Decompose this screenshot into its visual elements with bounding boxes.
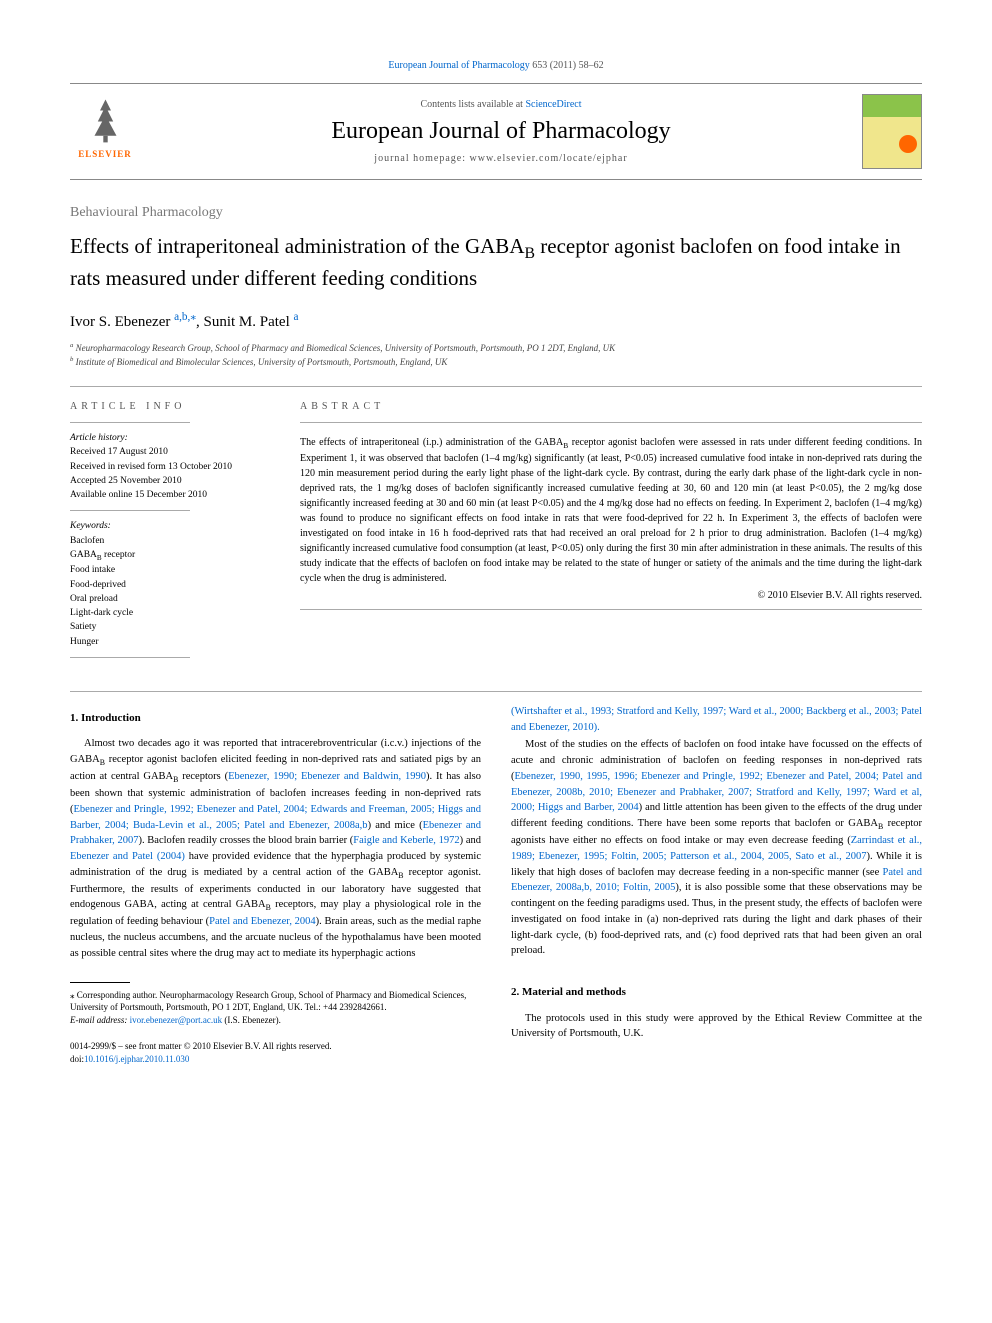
abstract: abstract The effects of intraperitoneal … [300,399,922,666]
front-matter-line: 0014-2999/$ – see front matter © 2010 El… [70,1040,481,1053]
banner-center: Contents lists available at ScienceDirec… [140,99,862,164]
ref-link-5[interactable]: Ebenezer and Patel (2004) [70,851,185,862]
abstract-divider-bottom [300,609,922,610]
info-divider [70,422,190,423]
journal-homepage: journal homepage: www.elsevier.com/locat… [140,153,862,164]
ref-link-6[interactable]: Patel and Ebenezer, 2004 [209,916,316,927]
info-divider-2 [70,510,190,511]
history-label: Article history: [70,431,270,445]
intro-paragraph-1: Almost two decades ago it was reported t… [70,736,481,961]
info-divider-3 [70,657,190,658]
keyword-3: Food intake [70,563,270,577]
history-revised: Received in revised form 13 October 2010 [70,460,270,474]
elsevier-tree-icon [78,94,133,149]
keyword-6: Light-dark cycle [70,606,270,620]
body-column-left: 1. Introduction Almost two decades ago i… [70,704,481,1066]
doi-line: doi:10.1016/j.ejphar.2010.11.030 [70,1053,481,1066]
affiliations: a Neuropharmacology Research Group, Scho… [70,341,922,368]
contents-list-line: Contents lists available at ScienceDirec… [140,99,862,110]
keyword-7: Satiety [70,620,270,634]
contents-prefix: Contents lists available at [420,99,525,110]
abstract-heading: abstract [300,399,922,414]
section-label: Behavioural Pharmacology [70,205,922,221]
body-column-right: (Wirtshafter et al., 1993; Stratford and… [511,704,922,1066]
history-received: Received 17 August 2010 [70,445,270,459]
author-2: , Sunit M. Patel [196,314,290,330]
article-title: Effects of intraperitoneal administratio… [70,233,922,292]
corresponding-footnote: ⁎ Corresponding author. Neuropharmacolog… [70,989,481,1014]
methods-heading: 2. Material and methods [511,984,922,1001]
keyword-4: Food-deprived [70,578,270,592]
article-info: article info Article history: Received 1… [70,399,270,666]
body-columns: 1. Introduction Almost two decades ago i… [70,704,922,1066]
keywords-list: Baclofen GABAB receptor Food intake Food… [70,534,270,649]
journal-ref-link[interactable]: European Journal of Pharmacology [388,60,529,71]
journal-ref-suffix: 653 (2011) 58–62 [530,60,604,71]
ref-link-4[interactable]: Faigle and Keberle, 1972 [353,835,459,846]
affiliation-b: b Institute of Biomedical and Bimolecula… [70,355,922,369]
author-1: Ivor S. Ebenezer [70,314,170,330]
keyword-1: Baclofen [70,534,270,548]
abstract-copyright: © 2010 Elsevier B.V. All rights reserved… [300,588,922,603]
email-suffix: (I.S. Ebenezer). [222,1015,281,1025]
keyword-8: Hunger [70,635,270,649]
email-footnote: E-mail address: ivor.ebenezer@port.ac.uk… [70,1014,481,1027]
author-1-affil[interactable]: a,b, [174,311,190,323]
sciencedirect-link[interactable]: ScienceDirect [525,99,581,110]
elsevier-logo[interactable]: ELSEVIER [70,94,140,169]
body-divider [70,691,922,692]
keywords-label: Keywords: [70,519,270,533]
info-abstract-row: article info Article history: Received 1… [70,399,922,666]
doi-link[interactable]: 10.1016/j.ejphar.2010.11.030 [84,1054,189,1064]
ref-link-1[interactable]: Ebenezer, 1990; Ebenezer and Baldwin, 19… [228,771,426,782]
intro-heading: 1. Introduction [70,710,481,727]
keyword-2: GABAB receptor [70,548,270,564]
affiliation-a: a Neuropharmacology Research Group, Scho… [70,341,922,355]
journal-name: European Journal of Pharmacology [140,118,862,145]
history-accepted: Accepted 25 November 2010 [70,474,270,488]
methods-paragraph-1: The protocols used in this study were ap… [511,1011,922,1043]
authors-line: Ivor S. Ebenezer a,b,⁎, Sunit M. Patel a [70,310,922,331]
article-info-heading: article info [70,399,270,414]
journal-cover-thumbnail[interactable] [862,94,922,169]
author-2-affil[interactable]: a [294,311,299,323]
abstract-text: The effects of intraperitoneal (i.p.) ad… [300,435,922,586]
elsevier-label: ELSEVIER [78,149,132,159]
email-label: E-mail address: [70,1015,127,1025]
email-link[interactable]: ivor.ebenezer@port.ac.uk [130,1015,223,1025]
abstract-divider [300,422,922,423]
col2-continuation: (Wirtshafter et al., 1993; Stratford and… [511,704,922,736]
doi-block: 0014-2999/$ – see front matter © 2010 El… [70,1040,481,1065]
ref-link-7[interactable]: (Wirtshafter et al., 1993; Stratford and… [511,706,922,733]
col2-paragraph-1: Most of the studies on the effects of ba… [511,737,922,959]
header-banner: ELSEVIER Contents lists available at Sci… [70,83,922,180]
footnote-separator [70,982,130,983]
keyword-5: Oral preload [70,592,270,606]
history-online: Available online 15 December 2010 [70,488,270,502]
journal-reference: European Journal of Pharmacology 653 (20… [70,60,922,71]
divider [70,386,922,387]
